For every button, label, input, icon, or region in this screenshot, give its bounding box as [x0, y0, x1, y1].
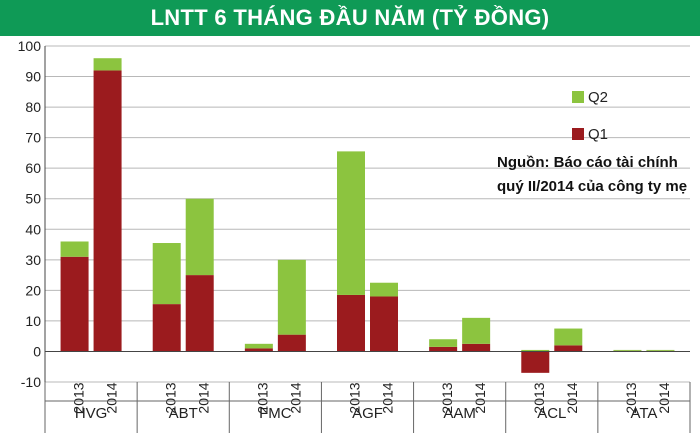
- legend: Q2 Q1: [572, 89, 608, 143]
- bar-aam-2014-q1: [462, 343, 491, 352]
- bar-agf-2013-q1: [337, 294, 365, 352]
- bar-fmc-2013-q1: [244, 348, 273, 352]
- bar-fmc-2014-q1: [277, 334, 306, 352]
- bar-abt-2014-q1: [185, 275, 214, 352]
- y-tick-label: 100: [18, 38, 42, 54]
- x-tick-year-label: 2013: [70, 382, 86, 413]
- y-tick-label: 40: [25, 221, 41, 237]
- x-tick-year-label: 2014: [472, 382, 488, 413]
- y-tick-label: 60: [25, 160, 41, 176]
- x-tick-year-label: 2014: [656, 382, 672, 413]
- legend-swatch-q2: [572, 91, 584, 103]
- bar-aam-2013-q1: [429, 346, 458, 352]
- bar-hvg-2014-q1: [93, 70, 122, 352]
- bar-agf-2013-q2: [337, 151, 365, 295]
- bar-abt-2013-q2: [152, 243, 181, 305]
- x-tick-year-label: 2014: [288, 382, 304, 413]
- y-tick-label: 90: [25, 69, 41, 85]
- y-tick-label: 50: [25, 191, 41, 207]
- bar-ata-2014-q2: [646, 349, 675, 351]
- x-tick-year-label: 2013: [531, 382, 547, 413]
- x-group-label: ACL: [537, 405, 566, 422]
- bar-abt-2014-q2: [185, 198, 214, 276]
- x-group-label: AAM: [443, 405, 476, 422]
- bar-abt-2013-q1: [152, 304, 181, 352]
- x-tick-year-label: 2013: [439, 382, 455, 413]
- bar-aam-2014-q2: [462, 317, 491, 344]
- y-tick-label: 30: [25, 252, 41, 268]
- x-tick-year-label: 2014: [380, 382, 396, 413]
- x-group-label: FMC: [259, 405, 292, 422]
- legend-swatch-q1: [572, 128, 584, 140]
- bar-agf-2014-q2: [370, 282, 398, 297]
- bar-hvg-2013-q2: [60, 241, 89, 257]
- bar-aam-2013-q2: [429, 339, 458, 347]
- y-tick-label: 10: [25, 313, 41, 329]
- x-tick-year-label: 2014: [103, 382, 119, 413]
- source-note-line-2: quý II/2014 của công ty mẹ: [497, 178, 687, 195]
- bar-hvg-2014-q2: [93, 58, 122, 71]
- bar-acl-2013-q2: [521, 349, 550, 352]
- bar-acl-2014-q2: [554, 328, 583, 346]
- x-group-label: HVG: [75, 405, 108, 422]
- x-tick-year-label: 2013: [162, 382, 178, 413]
- y-tick-label: 70: [25, 130, 41, 146]
- legend-label-q1: Q1: [588, 126, 608, 143]
- x-tick-year-label: 2013: [255, 382, 271, 413]
- x-tick-year-label: 2013: [623, 382, 639, 413]
- x-tick-year-label: 2014: [195, 382, 211, 413]
- bar-acl-2013-q1: [521, 351, 550, 373]
- y-tick-label: -10: [21, 374, 41, 390]
- gridlines: [45, 45, 690, 383]
- y-tick-label: 0: [33, 343, 41, 359]
- legend-label-q2: Q2: [588, 89, 608, 106]
- bar-fmc-2013-q2: [244, 343, 273, 349]
- bar-ata-2013-q2: [613, 349, 642, 351]
- bar-agf-2014-q1: [370, 296, 398, 352]
- source-note-line-1: Nguồn: Báo cáo tài chính: [497, 154, 678, 171]
- bars: [60, 58, 675, 373]
- y-tick-label: 20: [25, 282, 41, 298]
- x-group-label: AGF: [352, 405, 383, 422]
- x-tick-year-label: 2013: [347, 382, 363, 413]
- bar-fmc-2014-q2: [277, 259, 306, 335]
- bar-hvg-2013-q1: [60, 256, 89, 352]
- chart-title: LNTT 6 THÁNG ĐẦU NĂM (TỶ ĐỒNG): [0, 0, 700, 36]
- x-tick-year-label: 2014: [564, 382, 580, 413]
- bar-acl-2014-q1: [554, 345, 583, 352]
- x-group-label: ABT: [169, 405, 198, 422]
- y-tick-label: 80: [25, 99, 41, 115]
- x-group-label: ATA: [630, 405, 657, 422]
